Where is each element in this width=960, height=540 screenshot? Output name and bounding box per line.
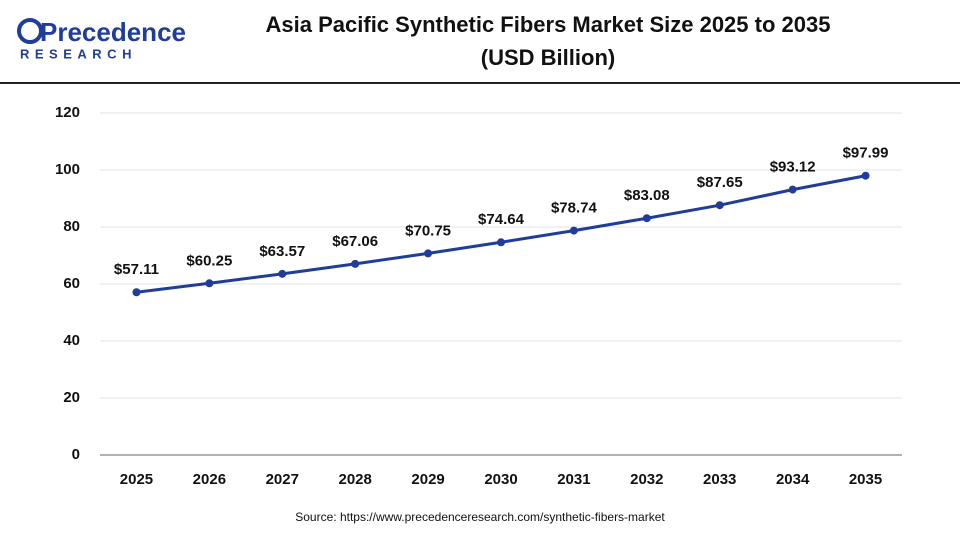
data-label: $78.74 <box>551 200 598 217</box>
data-label: $57.11 <box>114 261 159 278</box>
data-label: $74.64 <box>478 211 525 228</box>
logo-icon <box>17 18 43 44</box>
x-tick-label: 2029 <box>411 471 444 488</box>
data-label: $70.75 <box>405 222 451 239</box>
point <box>132 288 141 297</box>
chart-title: Asia Pacific Synthetic Fibers Market Siz… <box>266 12 831 37</box>
logo-tagline: RESEARCH <box>20 46 137 61</box>
x-tick-label: 2033 <box>703 471 736 488</box>
point <box>424 249 433 258</box>
point <box>205 279 214 288</box>
x-tick-label: 2034 <box>776 471 810 488</box>
y-tick-label: 100 <box>55 161 80 178</box>
x-tick-label: 2027 <box>266 471 299 488</box>
chart-subtitle: (USD Billion) <box>481 45 615 70</box>
y-tick-label: 20 <box>63 389 80 406</box>
y-tick-label: 120 <box>55 104 80 121</box>
x-tick-label: 2030 <box>484 471 517 488</box>
logo-name: Precedence <box>40 17 186 47</box>
point <box>569 226 578 235</box>
point <box>861 171 870 180</box>
x-tick-label: 2032 <box>630 471 663 488</box>
y-tick-label: 0 <box>72 446 80 463</box>
x-tick-label: 2026 <box>193 471 226 488</box>
data-label: $60.25 <box>186 252 232 269</box>
point <box>788 185 797 194</box>
point <box>715 201 724 210</box>
source: Source: https://www.precedenceresearch.c… <box>295 510 665 524</box>
data-label: $87.65 <box>697 174 743 191</box>
data-label: $93.12 <box>770 159 816 176</box>
x-tick-label: 2028 <box>338 471 371 488</box>
y-tick-label: 40 <box>63 332 80 349</box>
x-tick-label: 2035 <box>849 471 882 488</box>
data-label: $83.08 <box>624 187 670 204</box>
point <box>497 238 505 247</box>
point <box>642 214 651 223</box>
y-tick-label: 80 <box>63 218 80 235</box>
point <box>278 269 287 278</box>
x-tick-label: 2031 <box>557 471 590 488</box>
data-label: $97.99 <box>843 145 889 162</box>
data-label: $63.57 <box>259 243 305 260</box>
data-label: $67.06 <box>332 233 378 250</box>
point <box>351 259 360 268</box>
x-tick-label: 2025 <box>120 471 153 488</box>
y-tick-label: 60 <box>63 275 80 292</box>
